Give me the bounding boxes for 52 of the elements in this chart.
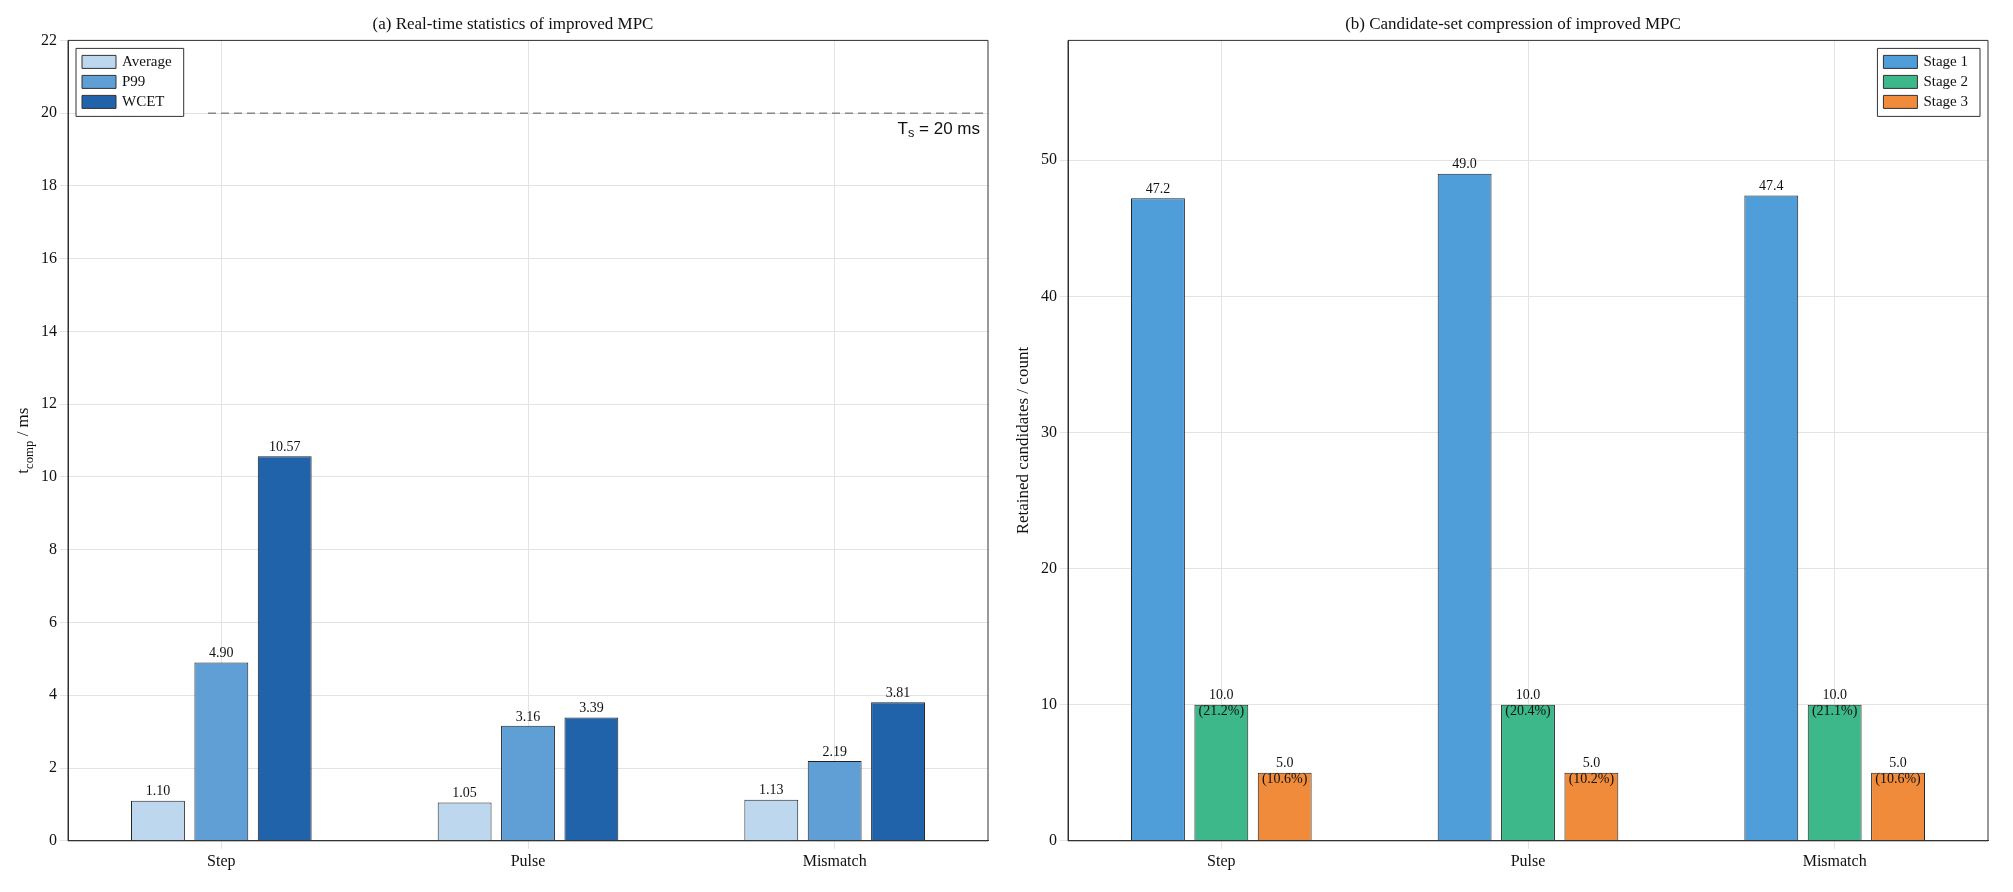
- data-label: 47.2: [1145, 180, 1171, 196]
- data-label: 5.0 (10.2%): [1568, 755, 1615, 788]
- data-label: 2.19: [822, 743, 847, 759]
- data-label: 5.0 (10.6%): [1261, 755, 1308, 788]
- data-label: 3.81: [885, 684, 911, 700]
- data-label: 49.0: [1452, 156, 1477, 172]
- y-tick-label: 30: [1041, 422, 1057, 440]
- legend-label: Stage 2: [1923, 73, 1968, 90]
- y-tick-label: 12: [41, 394, 57, 412]
- x-tick-label: Pulse: [510, 851, 546, 869]
- y-axis-title: Retained candidates / count: [1013, 346, 1033, 535]
- y-tick-label: 2: [49, 758, 57, 776]
- x-tick-label: Mismatch: [1802, 851, 1867, 869]
- y-tick-label: 20: [1041, 558, 1057, 576]
- data-label: 1.10: [145, 783, 171, 799]
- data-label: 47.4: [1759, 178, 1784, 194]
- chart-title: (b) Candidate-set compression of improved MPC: [1345, 13, 1681, 33]
- y-tick-label: 6: [49, 612, 57, 630]
- data-label: 3.39: [579, 700, 604, 716]
- y-tick-label: 14: [41, 321, 57, 339]
- data-label: 10.0 (20.4%): [1505, 687, 1552, 720]
- y-tick-label: 8: [49, 539, 57, 557]
- x-tick-label: Pulse: [1510, 851, 1546, 869]
- y-tick-label: 22: [41, 30, 57, 48]
- y-axis-title: tcomp / ms: [13, 407, 37, 474]
- y-tick-label: 10: [41, 467, 57, 485]
- y-tick-label: 40: [1041, 286, 1057, 304]
- data-label: 4.90: [209, 645, 234, 661]
- y-tick-label: 50: [1041, 150, 1057, 168]
- legend-label: Stage 1: [1923, 53, 1968, 70]
- x-tick-label: Step: [1207, 851, 1236, 870]
- data-label: 10.0 (21.1%): [1811, 687, 1858, 720]
- data-label: 3.16: [515, 708, 541, 724]
- data-label: 1.05: [452, 785, 477, 801]
- y-tick-label: 4: [49, 685, 57, 703]
- chart-title: (a) Real-time statistics of improved MPC: [372, 13, 654, 33]
- legend-label: P99: [122, 73, 146, 90]
- data-label: 10.57: [268, 438, 301, 454]
- data-label: 5.0 (10.6%): [1875, 755, 1922, 788]
- y-tick-label: 10: [1041, 694, 1057, 712]
- legend-label: WCET: [122, 93, 165, 110]
- y-tick-label: 0: [49, 831, 57, 848]
- legend-label: Average: [122, 53, 173, 70]
- data-label: 10.0 (21.2%): [1198, 687, 1245, 720]
- data-label: 1.13: [759, 782, 784, 798]
- x-tick-label: Mismatch: [802, 851, 867, 869]
- legend-label: Stage 3: [1923, 93, 1968, 110]
- y-tick-label: 18: [41, 176, 57, 194]
- y-tick-label: 16: [41, 248, 57, 266]
- y-tick-label: 20: [41, 103, 57, 121]
- y-tick-label: 0: [1049, 831, 1057, 848]
- x-tick-label: Step: [207, 851, 236, 870]
